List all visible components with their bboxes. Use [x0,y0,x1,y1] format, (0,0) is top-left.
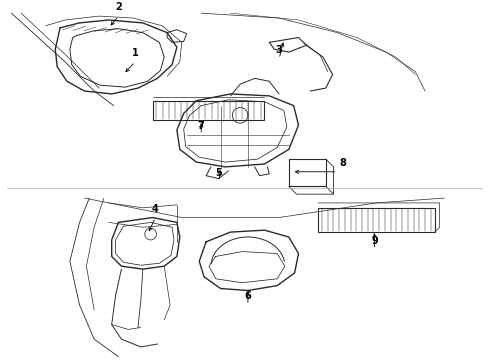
Text: 2: 2 [115,2,122,12]
Bar [318,208,435,232]
Text: 3: 3 [276,45,282,55]
Text: 4: 4 [152,204,159,213]
Bar [152,101,265,120]
Text: 9: 9 [371,236,378,246]
Text: 5: 5 [215,168,222,177]
Text: 1: 1 [132,48,138,58]
Text: 6: 6 [245,291,251,301]
Text: 8: 8 [340,158,346,168]
Text: 7: 7 [198,121,205,131]
